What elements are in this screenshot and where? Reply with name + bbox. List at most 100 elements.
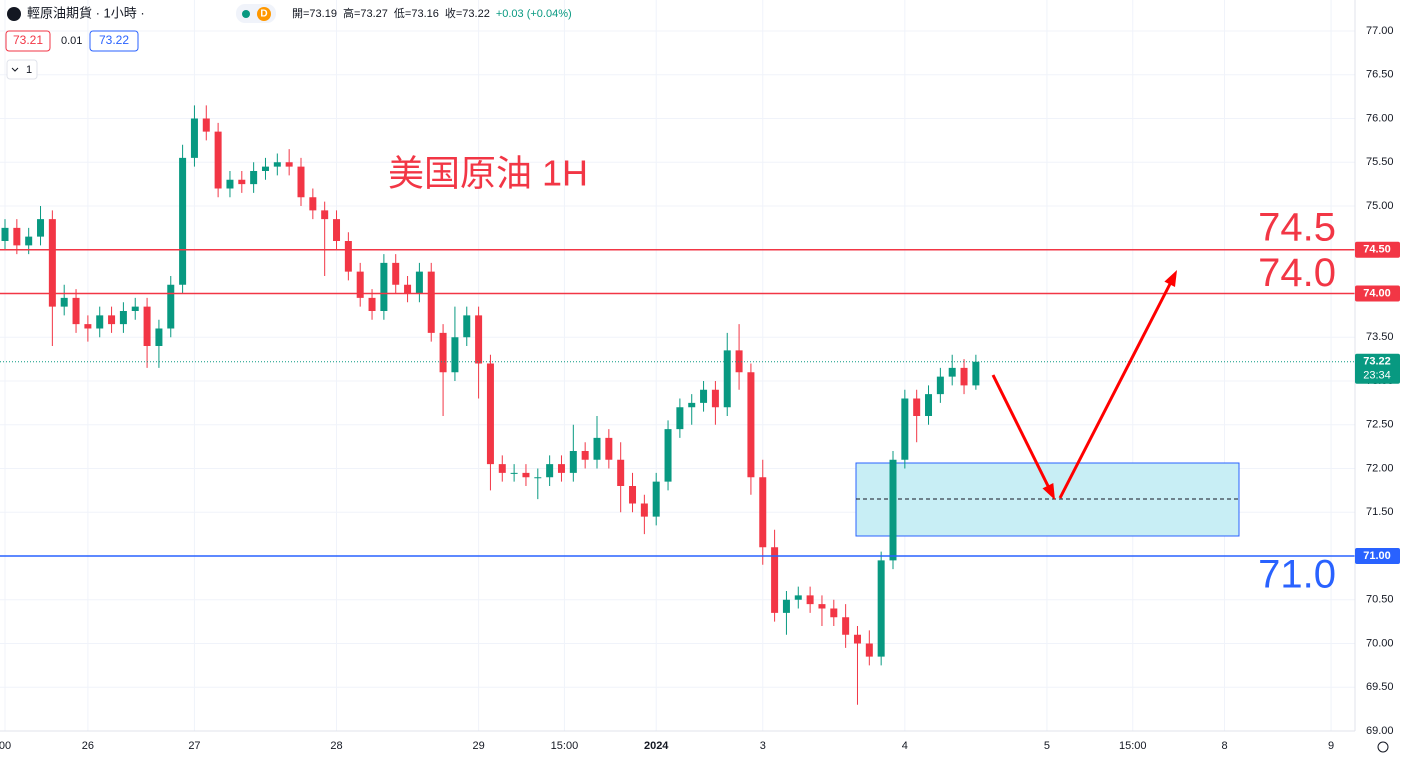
indicator-box[interactable] bbox=[6, 59, 38, 80]
y-tick-label: 75.50 bbox=[1366, 156, 1394, 168]
candle-body bbox=[37, 219, 45, 237]
candle-body bbox=[392, 262, 400, 285]
y-tick-label: 76.50 bbox=[1366, 69, 1394, 81]
ohlc-legend: 高=73.27 bbox=[343, 6, 388, 20]
x-tick-label: 26 bbox=[82, 740, 94, 752]
arrow-head bbox=[1042, 483, 1055, 500]
legend: 開=73.19 高=73.27 低=73.16 收=73.22 +0.03 (+0.04… bbox=[292, 6, 572, 20]
candle-body bbox=[688, 402, 696, 408]
last-price-label: 73.22 bbox=[1363, 356, 1391, 368]
candle-body bbox=[782, 599, 790, 613]
candle-body bbox=[806, 595, 814, 605]
ohlc-legend: +0.03 (+0.04%) bbox=[496, 8, 572, 20]
ask-box[interactable] bbox=[89, 30, 139, 52]
y-tick-label: 72.00 bbox=[1366, 462, 1394, 474]
y-tick-label: 69.00 bbox=[1366, 725, 1394, 737]
candle-body bbox=[794, 595, 802, 600]
candle-body bbox=[131, 306, 139, 311]
candle-body bbox=[119, 311, 127, 325]
candle-body bbox=[593, 437, 601, 460]
symbol-icon bbox=[7, 7, 21, 21]
candle-body bbox=[143, 306, 151, 346]
candle-body bbox=[250, 171, 258, 185]
candle-body bbox=[451, 337, 459, 373]
candle-body bbox=[936, 376, 944, 395]
candle-body bbox=[759, 477, 767, 548]
candle-body bbox=[557, 464, 565, 473]
arrow bbox=[991, 374, 1051, 489]
x-tick-label: 2024 bbox=[644, 740, 669, 752]
candle-body bbox=[960, 367, 968, 386]
candle-body bbox=[60, 297, 68, 307]
candle-body bbox=[297, 166, 305, 198]
x-tick-label: 4 bbox=[902, 740, 908, 752]
ohlc-legend: 收=73.22 bbox=[445, 6, 490, 20]
candle-body bbox=[13, 227, 21, 246]
candle-body bbox=[723, 350, 731, 408]
price-line-label: 74.0 bbox=[1258, 251, 1336, 295]
candle-body bbox=[427, 271, 435, 333]
x-tick-label: 9 bbox=[1328, 740, 1334, 752]
bid: 73.21 bbox=[13, 33, 43, 47]
x-tick-label: 15:00 bbox=[1119, 740, 1147, 752]
x-tick-label: 8 bbox=[1221, 740, 1227, 752]
symbol: 輕原油期貨 · 1小時 · bbox=[27, 5, 145, 20]
candle-body bbox=[238, 179, 246, 185]
candle-body bbox=[72, 297, 80, 325]
candle-body bbox=[889, 459, 897, 561]
candle-body bbox=[569, 451, 577, 473]
candle-body bbox=[581, 451, 589, 460]
y-tick-label: 76.00 bbox=[1366, 112, 1394, 124]
candle-body bbox=[415, 271, 423, 294]
candle-body bbox=[700, 389, 708, 403]
bid-box[interactable] bbox=[5, 30, 51, 52]
candle-body bbox=[510, 472, 518, 474]
candle-body bbox=[629, 486, 637, 504]
candle-body bbox=[534, 477, 542, 479]
price-tag-label: 74.50 bbox=[1363, 244, 1391, 256]
badge-bg bbox=[257, 7, 271, 21]
candle-body bbox=[179, 157, 187, 285]
candle-body bbox=[853, 634, 861, 644]
price-tag-label: 71.00 bbox=[1363, 550, 1391, 562]
x-tick-label: 15:00 bbox=[551, 740, 579, 752]
candle-body bbox=[356, 271, 364, 298]
settings-icon[interactable] bbox=[1377, 741, 1389, 753]
axes: 69.00 69.50 70.00 70.50 71.00 71.50 72.00 72.50… bbox=[0, 25, 1400, 752]
ohlc-legend: 低=73.16 bbox=[394, 7, 439, 20]
price-line-label: 74.5 bbox=[1258, 205, 1336, 249]
y-tick-label: 73.50 bbox=[1366, 331, 1394, 343]
x-tick-label: 28 bbox=[330, 740, 342, 752]
candle-body bbox=[830, 608, 838, 618]
candle-body bbox=[605, 437, 613, 460]
candle-body bbox=[486, 363, 494, 465]
candle-body bbox=[439, 332, 447, 373]
price-line-label: 71.0 bbox=[1258, 553, 1336, 597]
x-tick-label: 3 bbox=[760, 740, 766, 752]
candle-body bbox=[948, 367, 956, 377]
spread: 0.01 bbox=[61, 35, 82, 47]
candle-body bbox=[664, 429, 672, 482]
candle-body bbox=[155, 328, 163, 346]
candle-body bbox=[640, 503, 648, 517]
x-tick-label: 00 bbox=[0, 740, 11, 752]
price-tag-label: 74.00 bbox=[1363, 287, 1391, 299]
candle-body bbox=[546, 464, 554, 478]
chevron bbox=[11, 67, 19, 72]
candle-body bbox=[404, 284, 412, 294]
candle-body bbox=[972, 361, 980, 386]
candle-body bbox=[261, 166, 269, 171]
candle-body bbox=[309, 197, 317, 211]
y-tick-label: 70.00 bbox=[1366, 637, 1394, 649]
y-tick-label: 77.00 bbox=[1366, 25, 1394, 37]
ohlc-legend: 開=73.19 bbox=[292, 7, 337, 20]
price-tag bbox=[1355, 285, 1400, 302]
candle-body bbox=[463, 315, 471, 338]
ask: 73.22 bbox=[99, 33, 129, 47]
candle-body bbox=[771, 547, 779, 613]
candle-body bbox=[344, 241, 352, 272]
candle-body bbox=[1, 227, 9, 241]
plot: 74.574.0 71.0 bbox=[0, 105, 1355, 705]
candle-body bbox=[84, 324, 92, 329]
